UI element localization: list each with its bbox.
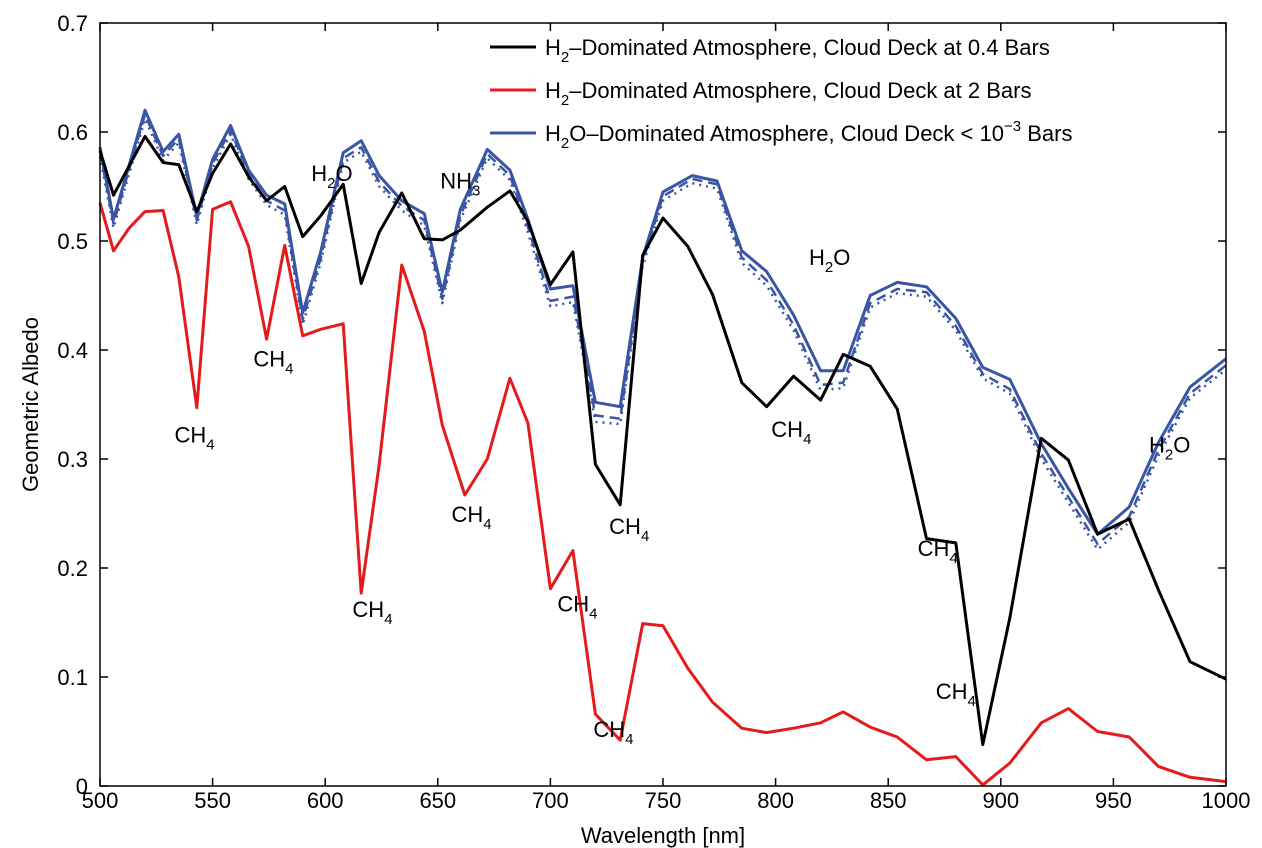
molecule-annotation: CH4 [593,717,633,748]
x-tick-label: 700 [532,788,569,813]
molecule-annotation: CH4 [352,597,392,628]
annotations: CH4 CH4 H2O NH3 CH4 CH4 CH4 CH4 CH4 CH4 H2O CH4 CH4 H… [175,161,1191,748]
y-axis-title: Geometric Albedo [18,317,43,492]
series-line-2-solid [98,108,1227,536]
legend-entry-0: H2–Dominated Atmosphere, Cloud Deck at 0… [545,35,1050,66]
series-line-0-solid [98,134,1227,747]
molecule-annotation: H2O [311,161,352,192]
x-tick-label: 500 [82,788,119,813]
y-tick-label: 0.6 [57,120,88,145]
x-tick-label: 1000 [1202,788,1251,813]
x-tick-label: 600 [307,788,344,813]
legend-entry-1: H2–Dominated Atmosphere, Cloud Deck at 2… [545,78,1031,109]
legend: H2–Dominated Atmosphere, Cloud Deck at 0… [490,35,1072,152]
x-tick-label: 950 [1095,788,1132,813]
molecule-annotation: CH4 [609,514,649,545]
y-tick-label: 0.2 [57,556,88,581]
molecule-annotation: CH4 [771,417,811,448]
x-tick-label: 850 [870,788,907,813]
molecule-annotation: H2O [809,245,850,276]
x-axis: 500 550 600 650 700 750 800 850 900 950 1000 [82,23,1251,813]
x-axis-title: Wavelength [nm] [581,823,745,848]
y-tick-label: 0.3 [57,447,88,472]
x-tick-label: 900 [982,788,1019,813]
y-tick-label: 0 [76,774,88,799]
molecule-annotation: NH3 [440,169,480,200]
y-axis: 0 0.1 0.2 0.3 0.4 0.5 0.6 0.7 [57,11,1226,799]
legend-entry-2: H2O–Dominated Atmosphere, Cloud Deck < 1… [545,118,1072,152]
molecule-annotation: CH4 [175,423,215,454]
series-line-1-solid [98,200,1227,787]
y-tick-label: 0.7 [57,11,88,36]
x-tick-label: 750 [645,788,682,813]
molecule-annotation: CH4 [452,502,492,533]
molecule-annotation: CH4 [918,536,958,567]
x-tick-label: 800 [757,788,794,813]
x-tick-label: 550 [194,788,231,813]
plot-lines [98,108,1227,787]
molecule-annotation: CH4 [936,679,976,710]
x-tick-label: 650 [419,788,456,813]
molecule-annotation: CH4 [253,346,293,377]
molecule-annotation: CH4 [557,592,597,623]
y-tick-label: 0.5 [57,229,88,254]
y-tick-label: 0.4 [57,338,88,363]
y-tick-label: 0.1 [57,665,88,690]
molecule-annotation: H2O [1149,432,1190,463]
